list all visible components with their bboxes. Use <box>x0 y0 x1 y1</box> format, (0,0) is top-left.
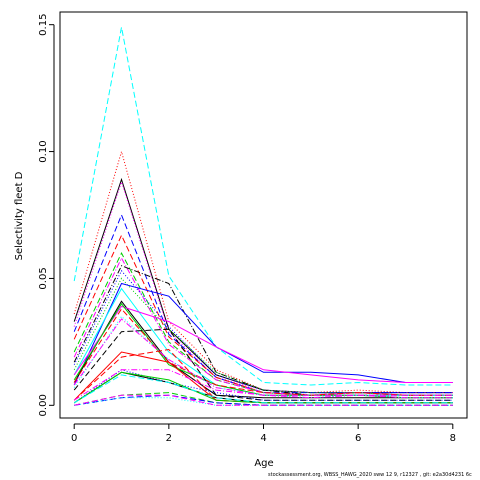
y-tick-label: 0.10 <box>38 140 49 162</box>
series-line-8 <box>73 257 453 396</box>
x-tick-label: 2 <box>166 433 172 444</box>
series-line-1 <box>73 27 453 386</box>
series-line-4 <box>73 180 453 394</box>
series-line-18 <box>73 315 453 399</box>
series-line-10 <box>73 269 453 394</box>
series-line-16 <box>73 302 453 399</box>
series-line-24 <box>73 369 453 401</box>
series-line-13 <box>73 287 453 396</box>
series-line-5 <box>73 213 453 394</box>
series-line-15 <box>73 305 453 383</box>
series-line-12 <box>73 282 453 386</box>
series-line-17 <box>73 308 453 396</box>
y-axis-label: Selectivity fleet D <box>14 171 25 260</box>
x-axis-label: Age <box>254 458 273 469</box>
x-tick-label: 8 <box>450 433 456 444</box>
series-line-11 <box>73 277 453 396</box>
y-tick-label: 0.05 <box>38 267 49 289</box>
plot-frame <box>59 11 468 419</box>
x-axis: 0 2 4 6 8 <box>71 423 456 444</box>
y-axis: 0.00 0.05 0.10 0.15 <box>38 14 55 416</box>
series-line-19 <box>73 318 453 396</box>
series-line-27 <box>73 374 453 404</box>
series-line-14 <box>73 300 453 399</box>
series-line-31 <box>74 394 453 406</box>
y-tick-label: 0.00 <box>38 394 49 416</box>
series-layer <box>73 27 453 406</box>
series-line-20 <box>73 328 453 401</box>
x-tick-label: 4 <box>260 433 266 444</box>
source-caption: stockassessment.org, WBSS_HAWG_2020 sww … <box>268 472 472 478</box>
y-tick-label: 0.15 <box>38 14 49 36</box>
series-line-2 <box>73 149 453 394</box>
series-line-9 <box>73 265 453 396</box>
x-tick-label: 0 <box>71 433 77 444</box>
series-line-30 <box>74 397 453 406</box>
x-tick-label: 6 <box>355 433 361 444</box>
